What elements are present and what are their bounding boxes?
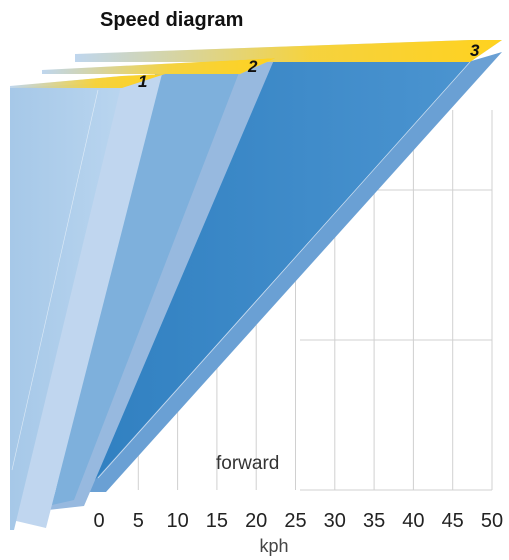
gear-label-3: 3 <box>470 41 480 60</box>
x-tick-5: 5 <box>133 510 144 532</box>
gear-bands <box>10 52 502 530</box>
gear-1-side <box>12 74 162 528</box>
gear-tab-3 <box>75 40 502 62</box>
gear-label-tabs: 3 2 1 <box>10 40 502 91</box>
x-tick-25: 25 <box>284 510 306 532</box>
gear-2-band <box>52 70 240 505</box>
chart-title: Speed diagram <box>100 9 243 31</box>
gear-3-band <box>70 62 470 492</box>
gear-1-band <box>10 82 122 530</box>
x-tick-40: 40 <box>402 510 424 532</box>
gear-tab-1 <box>10 74 165 88</box>
x-tick-0: 0 <box>93 510 104 532</box>
x-tick-15: 15 <box>206 510 228 532</box>
x-tick-45: 45 <box>442 510 464 532</box>
x-tick-20: 20 <box>245 510 267 532</box>
x-tick-50: 50 <box>481 510 503 532</box>
direction-label: forward <box>216 453 279 474</box>
x-tick-35: 35 <box>363 510 385 532</box>
gear-3-edge <box>97 61 471 479</box>
x-tick-30: 30 <box>324 510 346 532</box>
x-axis-label: kph <box>259 536 288 556</box>
gear-1-edge <box>11 89 99 471</box>
x-tick-10: 10 <box>166 510 188 532</box>
gear-label-1: 1 <box>138 72 147 91</box>
gear-tab-2 <box>42 58 276 74</box>
x-tick-labels: 0 5 10 15 20 25 30 35 40 45 50 <box>93 510 503 532</box>
gear-3-side <box>84 52 502 492</box>
gear-label-2: 2 <box>247 57 258 76</box>
